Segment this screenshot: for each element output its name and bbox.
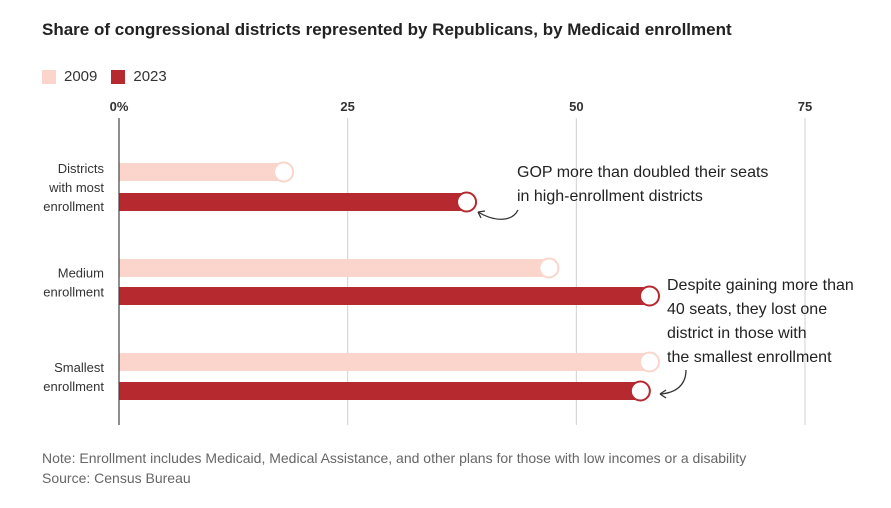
annotation-arrowhead [477, 210, 486, 219]
annotation-arrowhead [659, 389, 667, 399]
category-label: enrollment [43, 285, 104, 300]
category-label: with most [48, 180, 104, 195]
legend-swatch-2009 [42, 69, 56, 84]
bar-2009 [119, 259, 549, 277]
bar-end-marker-2023 [456, 191, 478, 213]
annotation-line: in high-enrollment districts [517, 188, 703, 205]
category-label: enrollment [43, 199, 104, 214]
category-label: Smallest [54, 360, 104, 375]
annotation-high-enrollment: GOP more than doubled their seats in hig… [517, 161, 768, 209]
annotation-smallest-enrollment: Despite gaining more than 40 seats, they… [667, 274, 854, 370]
annotation-arrow [659, 369, 687, 395]
annotation-line: GOP more than doubled their seats [517, 164, 769, 181]
bar-2009 [119, 353, 650, 371]
x-tick-label: 0% [110, 99, 129, 114]
legend-swatch-2023 [111, 69, 126, 84]
bar-2023 [119, 193, 467, 211]
category-label: Medium [58, 266, 104, 281]
x-tick-label: 50 [569, 99, 583, 114]
note-text: Note: Enrollment includes Medicaid, Medi… [42, 450, 747, 466]
x-tick-label: 25 [340, 99, 354, 114]
chart-title: Share of congressional districts represe… [42, 20, 732, 39]
annotation-line: 40 seats, they lost one [667, 301, 828, 318]
annotation-arrow [477, 209, 519, 220]
source-text: Source: Census Bureau [42, 470, 191, 486]
x-tick-label: 75 [798, 99, 812, 114]
legend-item-2023: 2023 [111, 68, 167, 85]
legend: 2009 2023 [42, 68, 181, 85]
legend-label-2023: 2023 [133, 68, 167, 85]
category-label: Districts [58, 161, 105, 176]
bar-end-marker-2009 [538, 257, 560, 279]
bar-end-marker-2023 [639, 285, 661, 307]
legend-item-2009: 2009 [42, 68, 97, 85]
legend-label-2009: 2009 [64, 68, 98, 85]
footnote: Note: Enrollment includes Medicaid, Medi… [42, 448, 746, 488]
bar-end-marker-2009 [273, 161, 295, 183]
annotation-line: Despite gaining more than [667, 277, 854, 294]
bar-2023 [119, 287, 650, 305]
annotation-line: district in those with [667, 325, 807, 342]
bar-2009 [119, 163, 284, 181]
bar-2023 [119, 382, 641, 400]
bar-end-marker-2009 [639, 351, 661, 373]
bar-end-marker-2023 [629, 380, 651, 402]
annotation-line: the smallest enrollment [667, 349, 832, 366]
category-label: enrollment [43, 379, 104, 394]
